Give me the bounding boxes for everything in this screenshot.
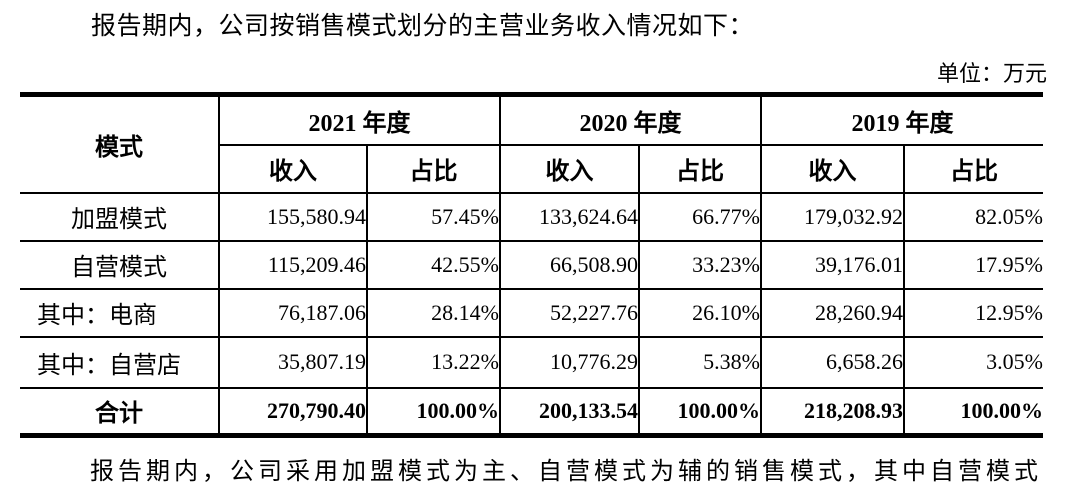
cell-income-2021: 115,209.46 bbox=[218, 239, 368, 290]
table-row: 其中：电商 76,187.06 28.14% 52,227.76 26.10% … bbox=[20, 287, 1043, 338]
cell-income-2019: 179,032.92 bbox=[760, 191, 905, 242]
table-row: 自营模式 115,209.46 42.55% 66,508.90 33.23% … bbox=[20, 239, 1043, 290]
clipped-bottom-paragraph: 报告期内，公司采用加盟模式为主、自营模式为辅的销售模式，其中自营模式 bbox=[90, 459, 1042, 485]
column-header-year-2019: 2019 年度 bbox=[760, 93, 1043, 146]
cell-share-2020: 26.10% bbox=[638, 287, 762, 338]
column-header-share-2020: 占比 bbox=[638, 143, 762, 194]
cell-share-2019: 17.95% bbox=[903, 239, 1043, 290]
column-header-mode: 模式 bbox=[20, 93, 220, 194]
column-header-share-2019: 占比 bbox=[903, 143, 1043, 194]
total-income-2020: 200,133.54 bbox=[499, 386, 640, 437]
column-header-year-2021: 2021 年度 bbox=[218, 93, 501, 146]
cell-share-2020: 66.77% bbox=[638, 191, 762, 242]
table-header-row-subcolumns: 收入 占比 收入 占比 收入 占比 bbox=[20, 143, 1043, 194]
cell-share-2019: 3.05% bbox=[903, 335, 1043, 389]
total-row-label: 合计 bbox=[20, 386, 220, 437]
cell-income-2020: 10,776.29 bbox=[499, 335, 640, 389]
column-header-income-2021: 收入 bbox=[219, 143, 368, 194]
cell-share-2021: 28.14% bbox=[366, 287, 501, 338]
row-label: 自营模式 bbox=[20, 239, 220, 290]
row-label: 其中：电商 bbox=[20, 287, 220, 338]
total-income-2021: 270,790.40 bbox=[218, 386, 368, 437]
table-header-row-years: 模式 2021 年度 2020 年度 2019 年度 bbox=[20, 93, 1043, 194]
column-header-share-2021: 占比 bbox=[366, 143, 501, 194]
total-share-2021: 100.00% bbox=[366, 386, 501, 437]
total-share-2020: 100.00% bbox=[638, 386, 762, 437]
cell-income-2020: 133,624.64 bbox=[499, 191, 640, 242]
row-label: 加盟模式 bbox=[20, 191, 220, 242]
cell-share-2019: 12.95% bbox=[903, 287, 1043, 338]
cell-share-2021: 13.22% bbox=[366, 335, 501, 389]
cell-share-2019: 82.05% bbox=[903, 191, 1043, 242]
column-header-year-2020: 2020 年度 bbox=[499, 93, 762, 146]
revenue-by-sales-model-table: 模式 2021 年度 2020 年度 2019 年度 收入 占比 收入 占比 收… bbox=[20, 92, 1043, 438]
cell-income-2020: 52,227.76 bbox=[499, 287, 640, 338]
cell-share-2020: 33.23% bbox=[638, 239, 762, 290]
column-header-income-2019: 收入 bbox=[760, 143, 905, 194]
table-total-row: 合计 270,790.40 100.00% 200,133.54 100.00%… bbox=[20, 386, 1043, 437]
cell-income-2021: 35,807.19 bbox=[218, 335, 368, 389]
total-share-2019: 100.00% bbox=[903, 386, 1043, 437]
cell-income-2021: 76,187.06 bbox=[218, 287, 368, 338]
cell-income-2019: 39,176.01 bbox=[760, 239, 905, 290]
cell-share-2020: 5.38% bbox=[638, 335, 762, 389]
cell-income-2019: 28,260.94 bbox=[760, 287, 905, 338]
column-header-income-2020: 收入 bbox=[499, 143, 640, 194]
intro-paragraph: 报告期内，公司按销售模式划分的主营业务收入情况如下： bbox=[91, 13, 755, 40]
cell-share-2021: 57.45% bbox=[366, 191, 501, 242]
cell-income-2019: 6,658.26 bbox=[760, 335, 905, 389]
cell-income-2020: 66,508.90 bbox=[499, 239, 640, 290]
table-row: 加盟模式 155,580.94 57.45% 133,624.64 66.77%… bbox=[20, 191, 1043, 242]
cell-income-2021: 155,580.94 bbox=[218, 191, 368, 242]
cell-share-2021: 42.55% bbox=[366, 239, 501, 290]
table-row: 其中：自营店 35,807.19 13.22% 10,776.29 5.38% … bbox=[20, 335, 1043, 389]
unit-label: 单位：万元 bbox=[936, 61, 1047, 86]
row-label: 其中：自营店 bbox=[20, 335, 220, 389]
total-income-2019: 218,208.93 bbox=[760, 386, 905, 437]
